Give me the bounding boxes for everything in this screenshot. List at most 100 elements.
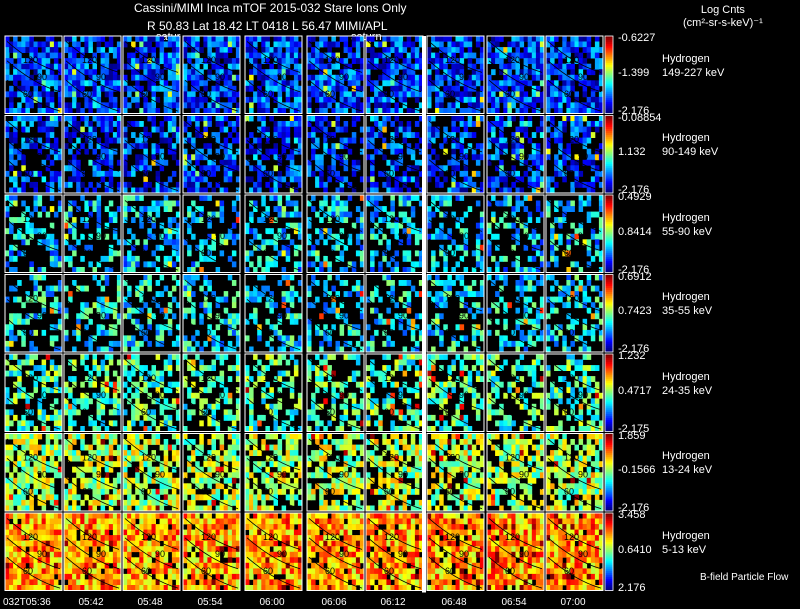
heatmap-cell bbox=[219, 121, 225, 127]
heatmap-cell bbox=[439, 211, 444, 218]
heatmap-cell bbox=[427, 115, 432, 122]
heatmap-cell bbox=[315, 211, 320, 218]
heatmap-cell bbox=[163, 181, 169, 188]
heatmap-cell bbox=[5, 91, 10, 98]
heatmap-cell bbox=[100, 69, 106, 76]
heatmap-cell bbox=[431, 36, 436, 42]
heatmap-cell bbox=[147, 261, 152, 268]
heatmap-cell bbox=[143, 148, 148, 155]
heatmap-cell bbox=[227, 121, 233, 127]
heatmap-cell bbox=[394, 187, 399, 194]
heatmap-cell bbox=[285, 274, 291, 281]
heatmap-cell bbox=[227, 346, 233, 353]
heatmap-cell bbox=[451, 108, 456, 114]
heatmap-cell bbox=[245, 47, 250, 53]
heatmap-cell bbox=[359, 211, 365, 218]
heatmap-cell bbox=[191, 181, 196, 188]
heatmap-cell bbox=[594, 52, 600, 59]
heatmap-cell bbox=[519, 267, 525, 273]
chart-title: Cassini/MIMI Inca mTOF 2015-032 Stare Io… bbox=[134, 1, 407, 15]
heatmap-cell bbox=[33, 96, 38, 103]
heatmap-cell bbox=[9, 318, 14, 325]
heatmap-cell bbox=[402, 132, 408, 138]
heatmap-cell bbox=[207, 307, 212, 314]
heatmap-cell bbox=[29, 313, 34, 320]
contour-label: 120 bbox=[23, 55, 38, 65]
heatmap-cell bbox=[523, 52, 529, 59]
heatmap-cell bbox=[535, 96, 541, 103]
heatmap-cell bbox=[25, 313, 30, 320]
heatmap-cell bbox=[467, 143, 473, 150]
heatmap-cell bbox=[323, 291, 328, 297]
heatmap-cell bbox=[297, 211, 303, 218]
heatmap-cell bbox=[25, 228, 30, 235]
heatmap-cell bbox=[41, 409, 47, 416]
heatmap-cell bbox=[435, 132, 440, 138]
heatmap-cell bbox=[447, 74, 452, 81]
heatmap-cell bbox=[289, 176, 295, 183]
heatmap-cell bbox=[335, 274, 340, 281]
heatmap-cell bbox=[131, 143, 136, 150]
heatmap-cell bbox=[265, 318, 270, 325]
heatmap-cell bbox=[13, 195, 18, 201]
heatmap-cell bbox=[355, 108, 361, 114]
heatmap-cell bbox=[135, 239, 140, 246]
heatmap-cell bbox=[479, 69, 485, 76]
heatmap-cell bbox=[195, 176, 200, 183]
heatmap-cell bbox=[88, 211, 93, 218]
heatmap-cell bbox=[515, 200, 520, 207]
heatmap-cell bbox=[566, 85, 571, 92]
heatmap-cell bbox=[223, 52, 229, 59]
heatmap-cell bbox=[127, 206, 132, 212]
heatmap-cell bbox=[37, 148, 43, 155]
heatmap-cell bbox=[511, 74, 516, 81]
heatmap-frame bbox=[182, 35, 241, 114]
heatmap-cell bbox=[566, 80, 571, 87]
contour-label: 120 bbox=[23, 214, 38, 224]
heatmap-cell bbox=[80, 426, 85, 432]
heatmap-cell bbox=[245, 335, 250, 342]
heatmap-cell bbox=[459, 280, 465, 286]
heatmap-cell bbox=[550, 228, 555, 235]
heatmap-cell bbox=[25, 403, 30, 410]
heatmap-cell bbox=[131, 255, 136, 262]
heatmap-cell bbox=[427, 211, 432, 218]
heatmap-cell bbox=[519, 340, 525, 347]
colorbar-segment bbox=[605, 258, 613, 262]
heatmap-cell bbox=[84, 403, 89, 410]
heatmap-cell bbox=[108, 200, 114, 207]
heatmap-cell bbox=[499, 340, 504, 347]
heatmap-cell bbox=[315, 255, 320, 262]
heatmap-cell bbox=[394, 108, 399, 114]
heatmap-cell bbox=[570, 159, 575, 166]
heatmap-cell bbox=[100, 324, 106, 331]
heatmap-cell bbox=[68, 91, 73, 98]
heatmap-cell bbox=[29, 121, 34, 127]
colorbar-segment bbox=[605, 59, 613, 62]
heatmap-cell bbox=[135, 36, 140, 42]
heatmap-cell bbox=[406, 200, 412, 207]
contour-label: 120 bbox=[564, 294, 579, 304]
heatmap-cell bbox=[257, 176, 262, 183]
heatmap-cell bbox=[9, 324, 14, 331]
heatmap-cell bbox=[578, 58, 584, 64]
heatmap-cell bbox=[235, 291, 241, 297]
contour-line bbox=[308, 279, 363, 312]
contour-label: 60 bbox=[263, 169, 273, 179]
heatmap-cell bbox=[147, 69, 152, 76]
heatmap-cell bbox=[451, 102, 456, 109]
heatmap-cell bbox=[347, 69, 353, 76]
heatmap-cell bbox=[100, 108, 106, 114]
heatmap-cell bbox=[366, 324, 371, 331]
heatmap-cell bbox=[455, 195, 460, 201]
heatmap-cell bbox=[343, 47, 349, 53]
heatmap-cell bbox=[406, 222, 412, 229]
heatmap-cell bbox=[25, 47, 30, 53]
heatmap-cell bbox=[546, 200, 551, 207]
contour-label: 120 bbox=[325, 294, 340, 304]
heatmap-cell bbox=[590, 47, 596, 53]
heatmap-cell bbox=[467, 176, 473, 183]
heatmap-cell bbox=[163, 398, 169, 405]
colorbar-segment bbox=[605, 132, 613, 136]
heatmap-cell bbox=[394, 69, 399, 76]
